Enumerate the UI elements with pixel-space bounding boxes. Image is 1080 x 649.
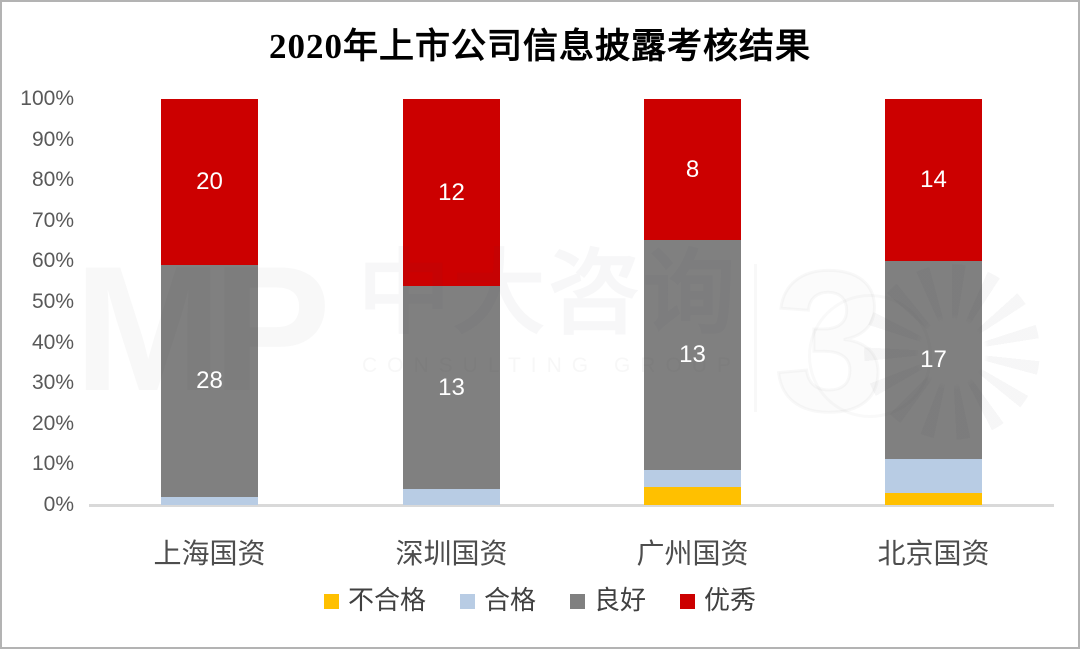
legend-label: 合格	[483, 586, 536, 615]
legend-swatch-icon	[459, 593, 475, 609]
bar-4-segment-pass	[885, 458, 982, 494]
y-tick-label: 30%	[31, 371, 74, 395]
legend: 不合格 合格 良好 优秀	[2, 588, 1078, 614]
legend-label: 不合格	[347, 586, 426, 615]
y-tick-label: 50%	[31, 290, 74, 313]
y-tick-label: 40%	[31, 330, 74, 354]
watermark-3-logo: 3	[772, 230, 886, 453]
segment-value-label: 17	[920, 346, 947, 373]
legend-item-fail: 不合格	[323, 586, 426, 615]
y-tick-label: 80%	[31, 168, 74, 192]
bar-4-segment-fail	[885, 493, 982, 505]
bar-2-segment-excellent	[403, 99, 500, 287]
segment-value-label: 14	[920, 166, 947, 194]
watermark-divider	[754, 264, 757, 412]
y-tick-label: 20%	[31, 411, 74, 435]
bar-2-segment-good	[403, 286, 500, 490]
segment-value-label: 8	[685, 155, 700, 183]
x-axis-line	[89, 504, 1054, 507]
y-tick-label: 60%	[31, 249, 74, 273]
category-label: 上海国资	[153, 539, 266, 570]
legend-swatch-icon	[323, 593, 339, 609]
legend-swatch-icon	[680, 593, 696, 609]
bar-4-segment-good	[885, 261, 982, 459]
segment-value-label: 28	[196, 366, 223, 394]
chart-title: 2020年上市公司信息披露考核结果	[268, 27, 811, 66]
legend-label: 良好	[594, 586, 647, 615]
bar-3-segment-fail	[644, 487, 741, 505]
category-label: 广州国资	[636, 539, 749, 570]
category-label: 北京国资	[877, 539, 990, 570]
bar-1-segment-excellent	[161, 99, 258, 265]
y-tick-label: 90%	[31, 127, 74, 151]
bar-4-segment-excellent	[885, 99, 982, 262]
segment-value-label: 13	[438, 373, 465, 401]
legend-label: 优秀	[704, 586, 757, 615]
y-tick-label: 10%	[31, 452, 74, 476]
segment-value-label: 20	[196, 167, 223, 195]
segment-value-label: 13	[679, 340, 706, 368]
bar-3-segment-good	[644, 240, 741, 470]
category-label: 深圳国资	[395, 539, 508, 570]
segment-value-label: 12	[438, 178, 465, 206]
bar-3-segment-excellent	[644, 99, 741, 241]
y-tick-label: 0%	[43, 493, 74, 516]
legend-item-good: 良好	[570, 588, 646, 614]
legend-item-pass: 合格	[459, 586, 536, 615]
y-tick-label: 100%	[20, 87, 74, 110]
bar-1-segment-pass	[161, 496, 258, 505]
y-tick-label: 70%	[31, 208, 74, 232]
bar-3-segment-pass	[644, 469, 741, 488]
bar-2-segment-pass	[403, 489, 500, 505]
bar-1-segment-good	[161, 264, 258, 497]
legend-swatch-icon	[570, 593, 585, 609]
legend-item-excellent: 优秀	[680, 588, 756, 614]
